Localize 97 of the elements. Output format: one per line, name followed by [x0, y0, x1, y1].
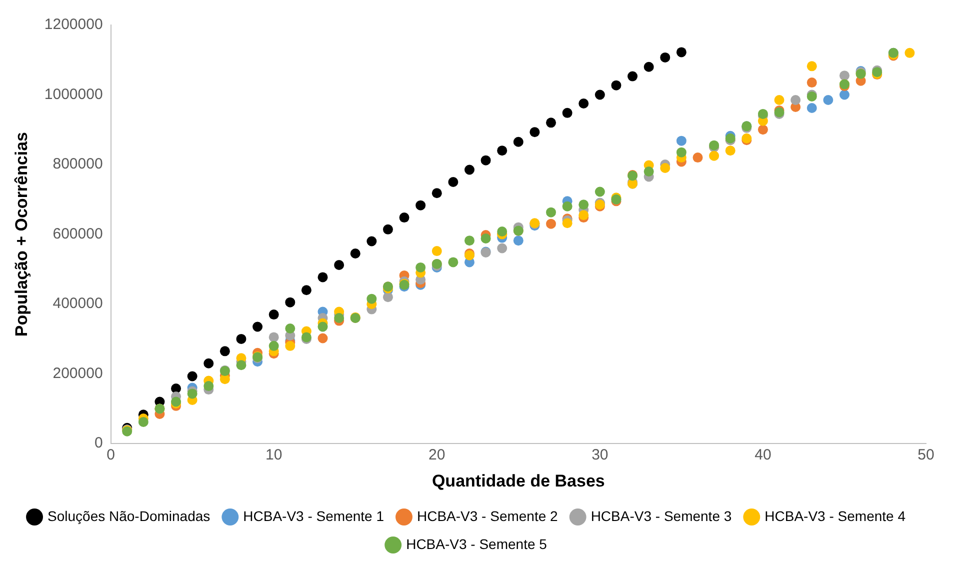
point: [758, 124, 768, 135]
point: [285, 297, 296, 308]
point: [448, 176, 458, 187]
point: [204, 381, 214, 392]
point: [644, 62, 654, 72]
point: [285, 323, 296, 334]
point: [187, 371, 198, 382]
point: [839, 90, 850, 100]
point: [562, 108, 572, 118]
legend-label: HCBA-V3 - Semente 1: [243, 508, 384, 524]
point: [578, 200, 589, 210]
point: [416, 262, 426, 272]
point: [399, 212, 410, 223]
point: [594, 90, 605, 100]
point: [432, 188, 442, 198]
point: [513, 236, 524, 246]
point: [594, 186, 605, 197]
y-tick-label: 200000: [52, 364, 103, 382]
legend-label: HCBA-V3 - Semente 2: [416, 508, 558, 524]
point: [382, 292, 393, 302]
point: [692, 152, 703, 163]
y-axis-title: População + Ocorrências: [12, 132, 31, 337]
point: [480, 155, 491, 166]
point: [366, 294, 377, 304]
point: [138, 416, 148, 427]
point: [236, 360, 246, 370]
point: [334, 313, 344, 324]
point: [318, 333, 328, 344]
point: [823, 95, 834, 105]
point: [464, 236, 474, 246]
legend-label: Soluções Não-Dominadas: [48, 508, 210, 524]
point: [562, 201, 572, 212]
point: [448, 257, 458, 268]
x-tick-label: 20: [428, 446, 446, 464]
point: [204, 358, 214, 368]
point: [366, 236, 377, 246]
y-tick-label: 400000: [52, 295, 103, 312]
point: [301, 285, 312, 296]
y-tick-label: 0: [94, 434, 103, 452]
point: [578, 210, 589, 220]
point: [513, 136, 524, 147]
y-tick-label: 800000: [52, 156, 103, 173]
point: [350, 248, 360, 258]
x-axis-title: Quantidade de Bases: [432, 471, 605, 490]
point: [676, 147, 686, 158]
point: [676, 136, 686, 146]
y-tick-label: 1200000: [44, 16, 103, 34]
point: [268, 310, 279, 320]
point: [774, 95, 784, 105]
point: [432, 246, 442, 256]
point: [644, 166, 654, 177]
point: [546, 218, 556, 229]
point: [220, 346, 230, 356]
x-tick-label: 50: [918, 446, 934, 464]
point: [806, 103, 817, 114]
x-tick-label: 40: [754, 446, 772, 464]
point: [546, 118, 556, 128]
y-tick-label: 600000: [52, 225, 103, 242]
point: [578, 98, 589, 108]
point: [806, 61, 817, 72]
point: [725, 146, 736, 156]
point: [709, 150, 720, 161]
y-tick-label: 1000000: [44, 86, 103, 103]
point: [790, 95, 801, 105]
point: [676, 47, 686, 58]
point: [497, 226, 508, 237]
point: [416, 200, 426, 210]
point: [530, 127, 540, 138]
point: [611, 80, 622, 90]
point: [660, 52, 670, 62]
point: [497, 146, 508, 156]
point: [268, 332, 279, 342]
x-tick-label: 10: [265, 446, 282, 464]
point: [236, 334, 246, 344]
point: [187, 388, 198, 399]
legend-label: HCBA-V3 - Semente 5: [406, 536, 548, 552]
point: [252, 322, 263, 332]
point: [904, 48, 915, 58]
point: [497, 243, 508, 254]
point: [318, 322, 328, 332]
x-tick-label: 30: [592, 446, 608, 464]
point: [382, 224, 393, 234]
point: [806, 78, 817, 88]
point: [318, 272, 328, 282]
point: [480, 233, 491, 244]
point: [546, 207, 556, 218]
legend-label: HCBA-V3 - Semente 3: [590, 508, 732, 524]
point: [562, 218, 572, 228]
legend-label: HCBA-V3 - Semente 4: [764, 508, 906, 524]
point: [285, 340, 296, 351]
point: [628, 71, 638, 82]
point: [268, 340, 279, 351]
x-tick-label: 0: [106, 446, 115, 464]
point: [660, 163, 670, 174]
point: [464, 164, 474, 175]
point: [839, 70, 850, 81]
point: [334, 260, 344, 270]
